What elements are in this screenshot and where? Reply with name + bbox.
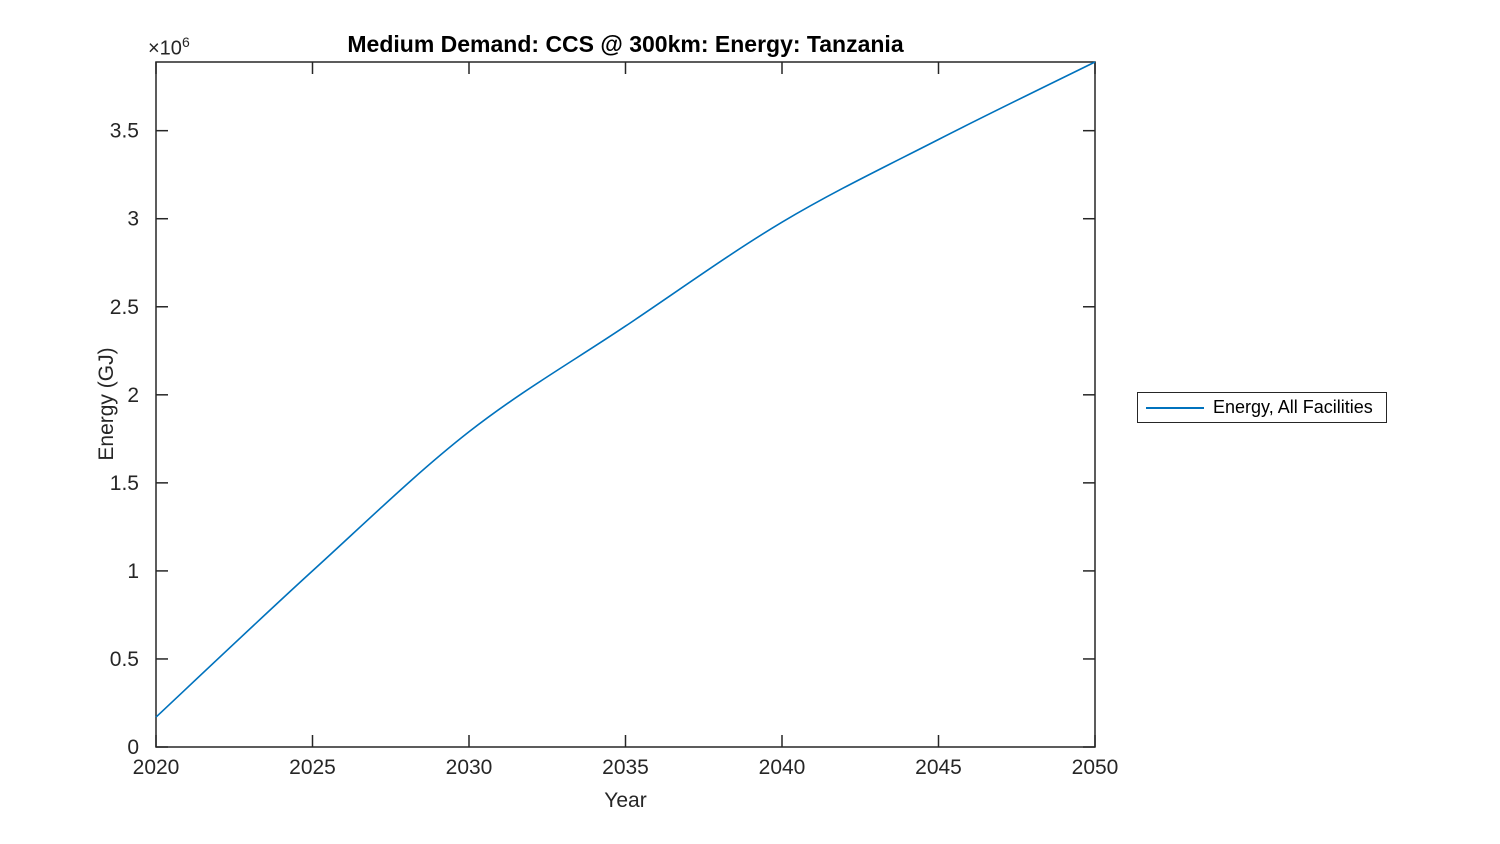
y-tick-label: 3 xyxy=(127,208,139,231)
x-tick-label: 2020 xyxy=(133,756,180,779)
y-tick-label: 0 xyxy=(127,736,139,759)
y-tick-label: 0.5 xyxy=(110,648,139,671)
y-axis-exponent-label: ×106 xyxy=(148,34,190,61)
y-axis-exponent-power: 6 xyxy=(181,34,190,50)
x-tick-label: 2040 xyxy=(759,756,806,779)
x-tick-label: 2030 xyxy=(446,756,493,779)
y-tick-label: 1 xyxy=(127,560,139,583)
y-tick-label: 2 xyxy=(127,384,139,407)
legend: Energy, All Facilities xyxy=(1137,392,1387,423)
energy-line-series xyxy=(155,61,1096,718)
y-axis-exponent-base: ×10 xyxy=(148,37,182,60)
y-tick-label: 1.5 xyxy=(110,472,139,495)
legend-label: Energy, All Facilities xyxy=(1213,397,1373,417)
chart-title: Medium Demand: CCS @ 300km: Energy: Tanz… xyxy=(347,31,904,57)
y-tick-label: 3.5 xyxy=(110,120,139,143)
x-tick-label: 2025 xyxy=(289,756,336,779)
y-tick-label: 2.5 xyxy=(110,296,139,319)
x-tick-label: 2035 xyxy=(602,756,649,779)
legend-line-sample xyxy=(1146,406,1204,409)
x-tick-label: 2050 xyxy=(1072,756,1119,779)
x-tick-label: 2045 xyxy=(915,756,962,779)
x-axis-label: Year xyxy=(604,789,647,812)
